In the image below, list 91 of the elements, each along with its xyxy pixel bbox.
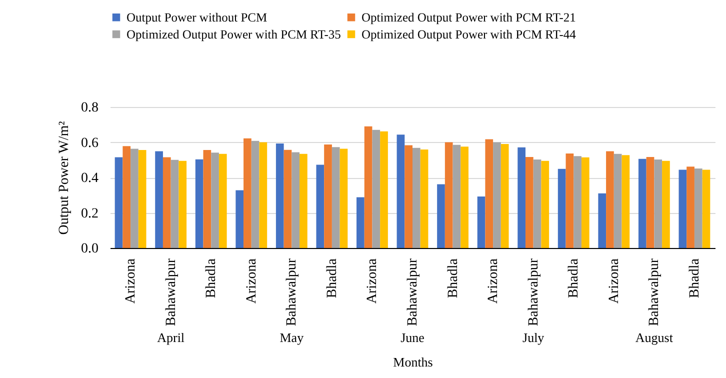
- bar: [541, 160, 550, 248]
- bar: [316, 164, 324, 248]
- bar: [694, 168, 702, 248]
- bar: [114, 157, 123, 248]
- bar: [236, 190, 244, 248]
- bar: [598, 193, 606, 248]
- bar: [460, 146, 468, 248]
- text: August: [635, 330, 674, 345]
- bar: [178, 160, 187, 248]
- x-tick-label: Bahawalpur: [284, 258, 300, 326]
- bar: [686, 166, 694, 248]
- x-tick-label: Bhadla: [204, 258, 220, 298]
- x-tick-label: Arizona: [244, 258, 260, 304]
- bar: [574, 156, 582, 248]
- text: April: [157, 330, 185, 345]
- bar: [420, 149, 428, 248]
- bar: [702, 170, 710, 248]
- bar: [372, 130, 380, 248]
- legend-label: Optimized Output Power with PCM RT-44: [362, 27, 577, 42]
- y-tick-label: 0.0: [81, 242, 98, 256]
- bar: [251, 140, 260, 248]
- x-tick-label: Bahawalpur: [647, 258, 662, 326]
- bar: [292, 152, 300, 248]
- bar: [404, 145, 412, 248]
- bar: [500, 144, 509, 248]
- bar: [356, 197, 364, 248]
- x-tick-label: Bahawalpur: [526, 258, 542, 326]
- x-tick-label: Arizona: [486, 258, 502, 304]
- bar: [300, 154, 308, 248]
- y-tick-label: 0.4: [81, 171, 98, 186]
- bar: [566, 154, 574, 248]
- bar: [170, 160, 179, 248]
- x-tick-label: Arizona: [365, 258, 380, 304]
- legend-label: Optimized Output Power with PCM RT-35: [126, 27, 341, 42]
- legend-label: Optimized Output Power with PCM RT-21: [362, 10, 576, 24]
- bar: [638, 158, 646, 248]
- x-tick-label: Bhadla: [566, 258, 582, 298]
- bar: [614, 154, 622, 248]
- bar: [195, 159, 204, 248]
- x-axis-title: Months: [393, 354, 433, 370]
- text: July: [522, 330, 545, 345]
- bar: [581, 157, 590, 248]
- y-tick-label: 0.2: [81, 206, 98, 222]
- bar: [412, 148, 420, 248]
- bar: [218, 154, 227, 248]
- bar: [380, 131, 388, 248]
- bar: [138, 150, 146, 248]
- x-tick-label: Arizona: [606, 258, 622, 304]
- y-tick-label: 0.8: [81, 100, 98, 116]
- bar: [646, 157, 654, 248]
- bar: [654, 160, 662, 248]
- text: May: [280, 330, 304, 345]
- bar: [485, 139, 494, 248]
- y-tick-label: 0.6: [81, 136, 98, 151]
- bar: [276, 143, 284, 248]
- x-tick-label: Bhadla: [324, 258, 340, 298]
- bar: [444, 142, 453, 248]
- bar: [155, 151, 163, 248]
- bar: [477, 196, 486, 248]
- x-tick-label: Bahawalpur: [406, 258, 420, 326]
- x-tick-label: Bhadla: [687, 258, 702, 298]
- legend-label: Output Power without PCM: [126, 10, 268, 24]
- bar: [244, 138, 252, 248]
- bar: [332, 147, 340, 248]
- x-tick-label: Arizona: [124, 258, 139, 304]
- bar: [324, 144, 332, 248]
- bar: [284, 150, 292, 248]
- bar: [662, 160, 670, 248]
- bar: [525, 157, 534, 248]
- x-tick-label: Bhadla: [446, 258, 461, 298]
- bar: [340, 148, 348, 248]
- bar: [130, 148, 138, 248]
- text: June: [400, 330, 425, 345]
- bar: [518, 147, 526, 248]
- bar: [678, 170, 687, 248]
- bar: [558, 168, 566, 248]
- bar: [493, 142, 501, 248]
- x-tick-label: Bahawalpur: [164, 258, 179, 326]
- bar: [259, 142, 268, 248]
- bar: [211, 152, 219, 248]
- bar: [533, 160, 542, 248]
- bar: [162, 157, 171, 248]
- bar: [452, 144, 461, 248]
- bar: [203, 150, 212, 248]
- y-axis-title: Output Power W/m²: [57, 121, 72, 235]
- bar: [437, 184, 445, 248]
- bar: [396, 134, 405, 248]
- bar: [622, 155, 630, 248]
- bar: [364, 126, 372, 248]
- bar: [606, 151, 614, 248]
- bar: [122, 146, 131, 248]
